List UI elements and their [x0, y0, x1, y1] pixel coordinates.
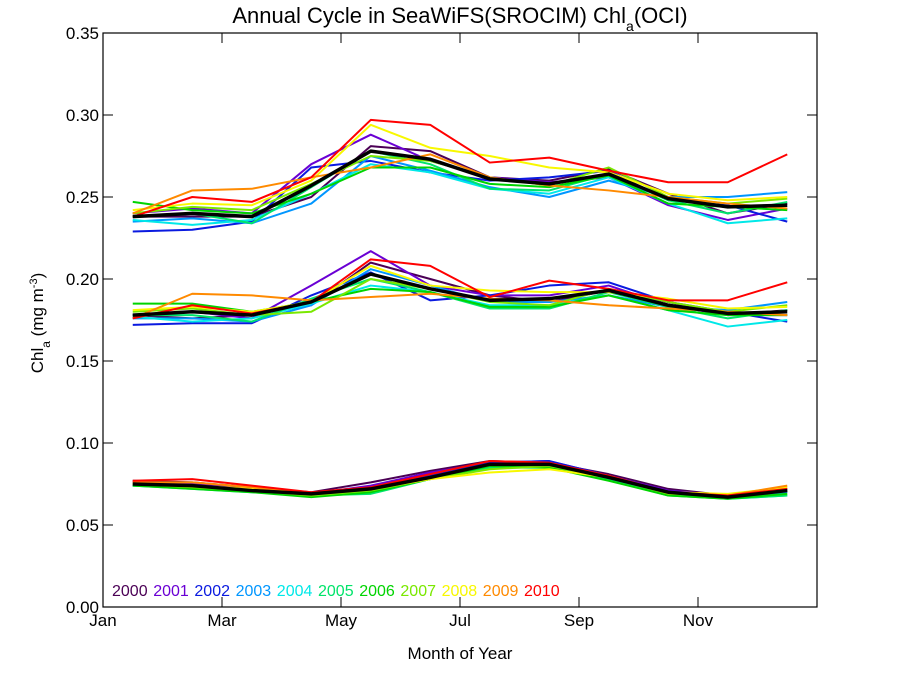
chart-title-subscript: a	[626, 18, 634, 34]
x-tick-label: Jan	[89, 611, 116, 630]
chart-title: Annual Cycle in SeaWiFS(SROCIM) Chla(OCI…	[232, 3, 687, 34]
y-tick-label: 0.30	[66, 106, 99, 125]
y-axis-title-subscript: a	[39, 341, 53, 348]
legend-item-2008: 2008	[442, 583, 478, 600]
y-axis-title-main: Chl	[28, 348, 47, 374]
x-axis-title: Month of Year	[408, 644, 513, 663]
legend-item-2002: 2002	[194, 583, 230, 600]
x-tick-label: Sep	[564, 611, 594, 630]
x-tick-label: Nov	[683, 611, 714, 630]
series-line-2006-group-1	[132, 166, 788, 215]
y-axis-title: Chla (mg m-3)	[28, 273, 53, 374]
legend: 2000 2001 2002 2003 2004 2005 2006 2007 2008 2009…	[112, 583, 560, 600]
series-line-2008-group-1	[132, 123, 788, 212]
y-tick-label: 0.05	[66, 516, 99, 535]
y-tick-label: 0.15	[66, 352, 99, 371]
y-tick-label: 0.35	[66, 24, 99, 43]
legend-item-2010: 2010	[524, 583, 560, 600]
y-tick-label: 0.25	[66, 188, 99, 207]
legend-item-2000: 2000	[112, 583, 148, 600]
x-tick-label: May	[325, 611, 358, 630]
y-tick-label: 0.00	[66, 598, 99, 617]
legend-item-2006: 2006	[359, 583, 395, 600]
x-tick-label: Mar	[207, 611, 237, 630]
legend-item-2004: 2004	[277, 583, 313, 600]
chart-title-main: Annual Cycle in SeaWiFS(SROCIM) Chl	[232, 3, 626, 28]
legend-item-2007: 2007	[400, 583, 436, 600]
mean-line-group-2	[132, 272, 788, 317]
y-axis-title-superscript: -3	[28, 278, 40, 288]
series-line-2009-group-1	[132, 153, 788, 215]
y-tick-label: 0.10	[66, 434, 99, 453]
series-lines	[132, 118, 788, 500]
legend-item-2009: 2009	[483, 583, 519, 600]
chart-title-tail: (OCI)	[634, 3, 688, 28]
y-axis-title-units: (mg m	[28, 288, 47, 341]
legend-item-2001: 2001	[153, 583, 189, 600]
series-line-2010-group-1	[132, 118, 788, 218]
mean-line-group-3	[132, 462, 788, 499]
series-line-2010-group-2	[132, 258, 788, 320]
axis-ticks: 0.00 0.05 0.10 0.15 0.20 0.25 0.30 0.35 Jan Mar Ma…	[66, 24, 817, 630]
legend-item-2003: 2003	[236, 583, 272, 600]
mean-line-group-1	[132, 149, 788, 219]
legend-item-2005: 2005	[318, 583, 354, 600]
y-tick-label: 0.20	[66, 270, 99, 289]
x-tick-label: Jul	[449, 611, 471, 630]
y-axis-title-close: )	[28, 273, 47, 279]
